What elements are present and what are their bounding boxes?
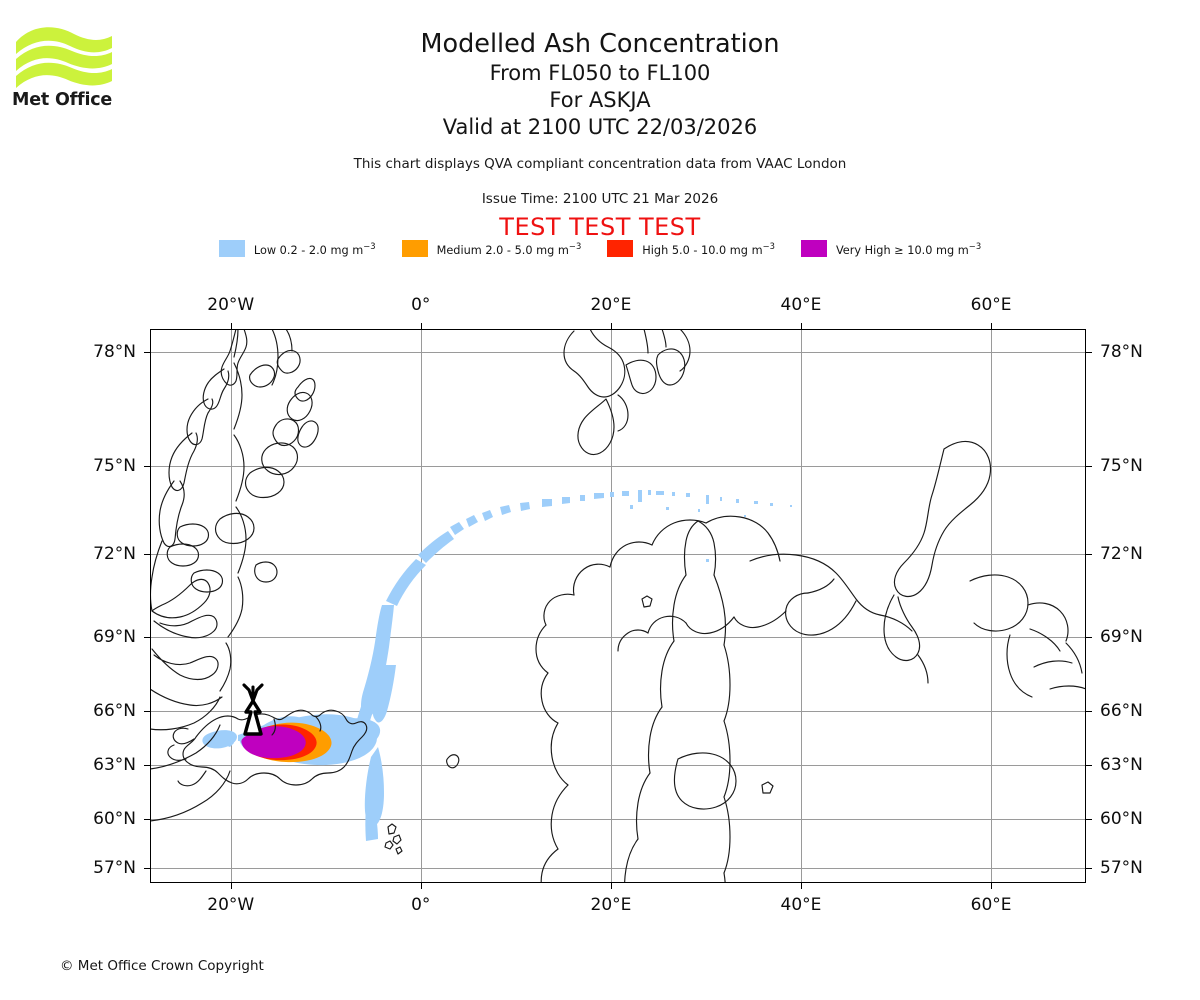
lon-tick-60 [991, 323, 993, 329]
legend-label-medium: Medium 2.0 - 5.0 mg m−3 [436, 240, 582, 257]
lon-label-bottom-20: 20°E [590, 895, 632, 915]
lat-label-left-78: 78°N [93, 341, 136, 362]
legend-exponent-high: −3 [762, 240, 775, 251]
lon-tick-0 [420, 883, 422, 889]
lat-label-left-72: 72°N [93, 543, 136, 564]
lat-label-right-72: 72°N [1100, 543, 1143, 564]
legend-exponent-medium: −3 [568, 240, 582, 251]
lat-tick-72 [144, 553, 150, 555]
legend-swatch-high [607, 240, 634, 257]
legend-swatch-low [218, 240, 245, 257]
lat-tick-78 [1086, 351, 1092, 353]
legend-label-low: Low 0.2 - 2.0 mg m−3 [253, 240, 376, 257]
lat-tick-78 [144, 351, 150, 353]
lat-label-right-63: 63°N [1100, 754, 1143, 775]
lon-tick--20 [230, 883, 232, 889]
lon-tick-20 [610, 883, 612, 889]
lat-label-left-60: 60°N [93, 809, 136, 829]
lat-tick-69 [144, 637, 150, 639]
lat-label-left-63: 63°N [93, 754, 136, 775]
lat-tick-66 [1086, 710, 1092, 712]
page-title: Modelled Ash Concentration [420, 29, 780, 59]
subtitle-volcano: For ASKJA [549, 88, 651, 112]
lat-tick-72 [1086, 553, 1092, 555]
chart-title-block: Modelled Ash Concentration From FL050 to… [0, 28, 1200, 141]
map-coastlines [150, 329, 1086, 883]
legend-exponent-low: −3 [363, 240, 376, 251]
lon-tick-20 [610, 323, 612, 329]
legend-item-low: Low 0.2 - 2.0 mg m−3 [218, 240, 376, 257]
copyright-notice: © Met Office Crown Copyright [60, 958, 264, 974]
subtitle-valid-time: Valid at 2100 UTC 22/03/2026 [442, 115, 758, 139]
lon-label-bottom--20: 20°W [207, 895, 255, 915]
map-canvas [150, 329, 1086, 883]
lat-tick-69 [1086, 637, 1092, 639]
legend-exponent-very-high: −3 [968, 240, 982, 251]
lat-tick-57 [1086, 868, 1092, 870]
legend-item-very-high: Very High ≥ 10.0 mg m−3 [800, 240, 982, 257]
lat-tick-57 [144, 868, 150, 870]
lon-label-top--20: 20°W [207, 295, 255, 315]
lat-label-left-57: 57°N [93, 858, 136, 879]
lat-label-right-60: 60°N [1100, 809, 1143, 829]
lat-tick-75 [1086, 466, 1092, 467]
lon-label-bottom-40: 40°E [780, 895, 822, 915]
lat-label-right-78: 78°N [1100, 341, 1143, 362]
lon-label-top-0: 0° [411, 295, 431, 315]
lat-label-left-75: 75°N [93, 456, 136, 476]
volcano-symbol-icon [242, 683, 264, 736]
qva-note: This chart displays QVA compliant concen… [353, 156, 847, 172]
legend-swatch-medium [401, 240, 428, 257]
lat-tick-63 [144, 764, 150, 766]
lat-label-right-69: 69°N [1100, 627, 1143, 648]
lat-label-right-57: 57°N [1100, 858, 1143, 879]
lon-label-top-40: 40°E [780, 295, 822, 315]
map-gridlines [150, 329, 1086, 883]
lon-tick-60 [991, 883, 993, 889]
met-office-logo [12, 22, 142, 112]
issue-time: Issue Time: 2100 UTC 21 Mar 2026 [481, 191, 719, 207]
lat-label-left-69: 69°N [93, 627, 136, 648]
test-banner: TEST TEST TEST [499, 213, 701, 241]
lat-label-right-75: 75°N [1100, 456, 1143, 476]
lat-label-right-66: 66°N [1100, 700, 1143, 721]
legend-label-very-high: Very High ≥ 10.0 mg m−3 [835, 240, 982, 257]
legend-item-medium: Medium 2.0 - 5.0 mg m−3 [401, 240, 582, 257]
lat-tick-66 [144, 710, 150, 712]
lon-label-bottom-0: 0° [411, 895, 431, 915]
lat-tick-60 [1086, 819, 1092, 820]
lat-label-left-66: 66°N [93, 700, 136, 721]
ash-concentration-map: 20°W 20°W 0° 0° 20°E 20°E 40°E 40°E 60°E 60°E 78°N… [93, 295, 1143, 915]
lat-tick-63 [1086, 764, 1092, 766]
lon-label-top-60: 60°E [970, 295, 1012, 315]
lon-tick-0 [420, 323, 422, 329]
lat-tick-75 [144, 466, 150, 467]
lon-tick-40 [800, 883, 802, 889]
legend-label-high: High 5.0 - 10.0 mg m−3 [642, 240, 775, 257]
concentration-legend: Low 0.2 - 2.0 mg m−3 Medium 2.0 - 5.0 mg … [0, 240, 1200, 257]
lon-tick--20 [230, 323, 232, 329]
lat-tick-60 [144, 819, 150, 820]
legend-item-high: High 5.0 - 10.0 mg m−3 [607, 240, 775, 257]
lon-label-top-20: 20°E [590, 295, 632, 315]
lon-label-bottom-60: 60°E [970, 895, 1012, 915]
map-frame [150, 329, 1086, 883]
subtitle-flight-levels: From FL050 to FL100 [489, 61, 711, 85]
legend-swatch-very-high [800, 240, 827, 257]
met-office-wave-icon [16, 27, 112, 88]
lon-tick-40 [800, 323, 802, 329]
met-office-logo-text: Met Office [12, 90, 113, 110]
